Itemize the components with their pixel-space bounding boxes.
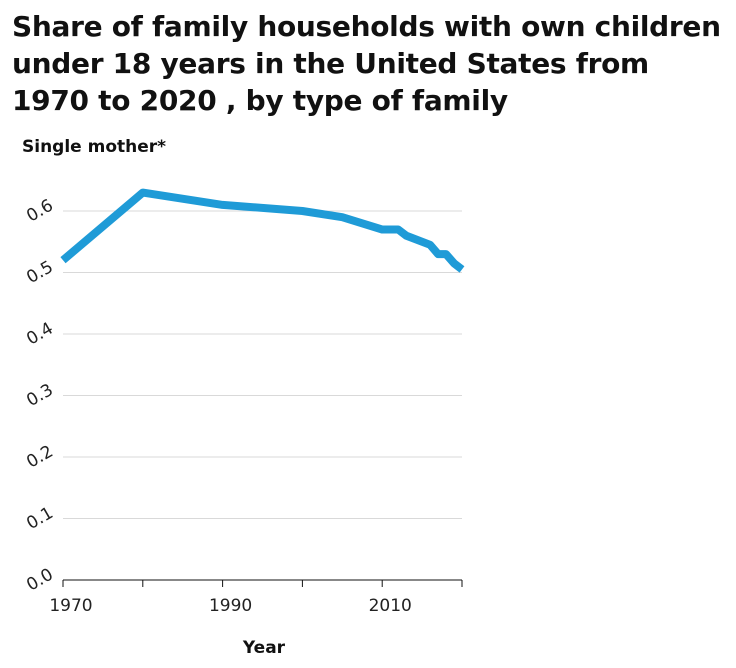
- y-tick-label: 0.1: [23, 503, 56, 534]
- y-tick-label: 0.0: [23, 565, 56, 596]
- x-axis: [62, 579, 463, 587]
- x-tick-label: 1990: [209, 596, 252, 616]
- x-tick-labels: 1970 1990 2010: [49, 596, 411, 616]
- gridlines: [63, 210, 462, 519]
- y-tick-label: 0.2: [23, 442, 56, 473]
- series-lines: [60, 188, 465, 273]
- y-tick-label: 0.3: [23, 380, 56, 411]
- y-tick-label: 0.4: [23, 319, 56, 350]
- y-tick-labels: 0.0 0.1 0.2 0.3 0.4 0.5 0.6: [23, 196, 56, 596]
- y-tick-label: 0.6: [23, 196, 56, 227]
- series-line: [60, 188, 465, 273]
- y-tick-label: 0.5: [23, 257, 56, 288]
- chart-title: Share of family households with own chil…: [12, 10, 721, 117]
- y-axis-label: Single mother*: [22, 137, 167, 157]
- x-axis-label: Year: [242, 638, 286, 658]
- x-tick-label: 2010: [369, 596, 412, 616]
- x-tick-label: 1970: [49, 596, 92, 616]
